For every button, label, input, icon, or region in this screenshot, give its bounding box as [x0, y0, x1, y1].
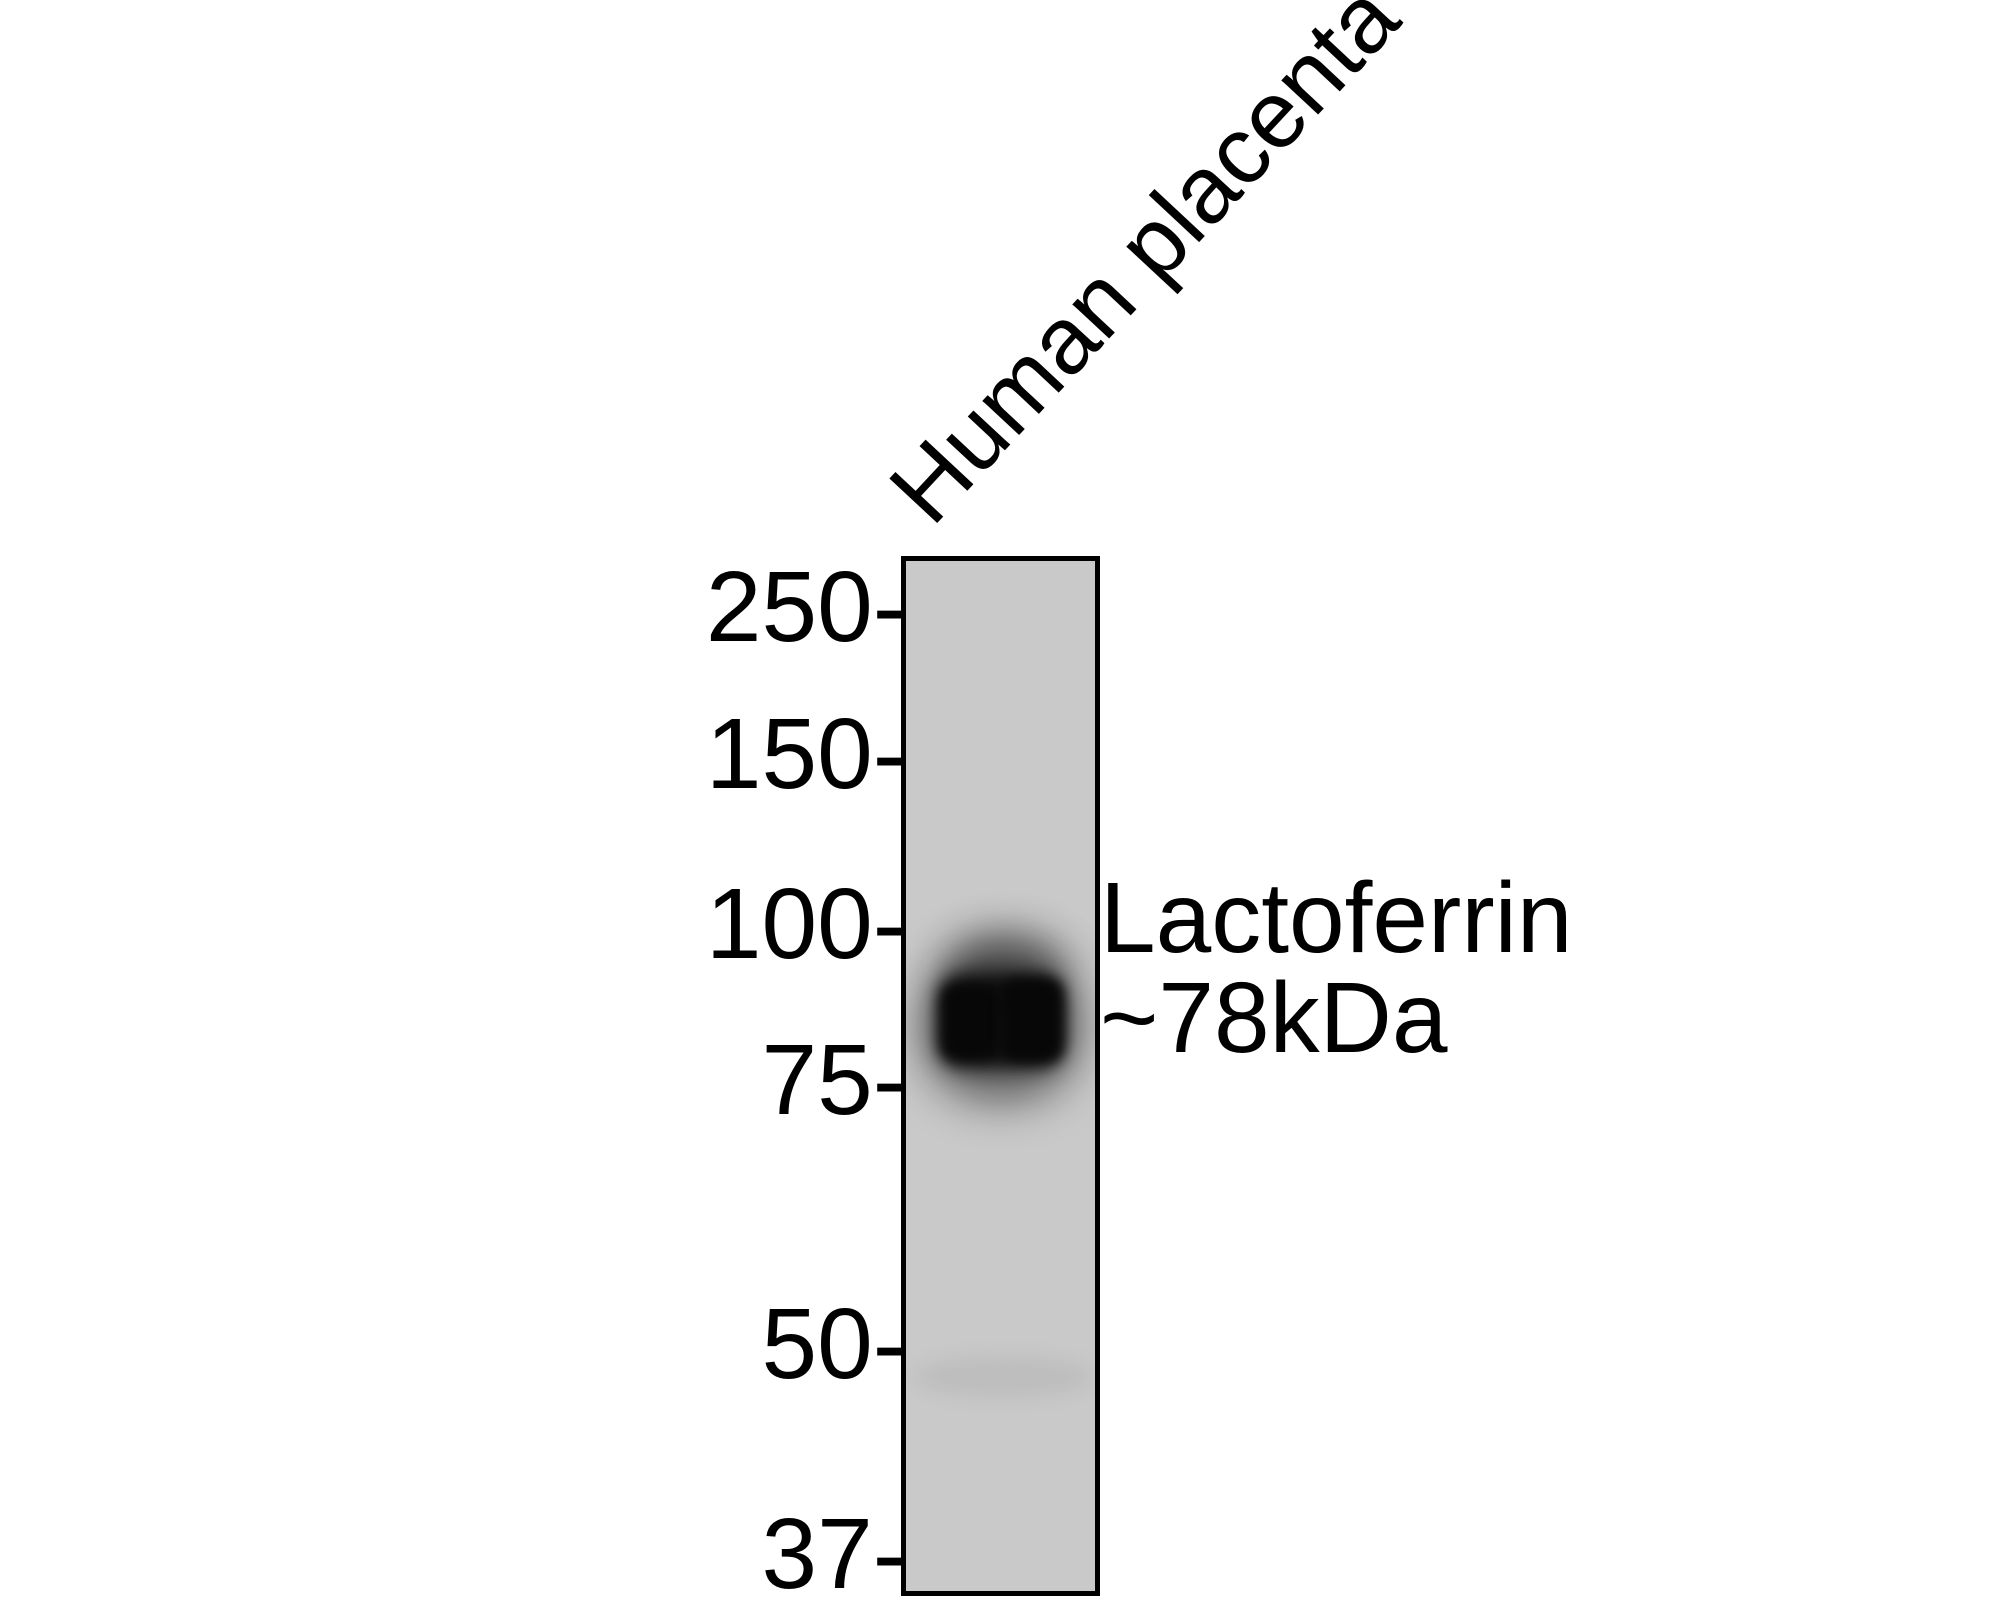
protein-band-lobe-right — [1002, 979, 1062, 1061]
mw-marker-250: 250- — [705, 551, 906, 663]
band-annotation: Lactoferrin ~78kDa — [1100, 868, 1572, 1068]
protein-band-lobe-left — [942, 985, 998, 1059]
blot-lane — [901, 556, 1100, 1596]
lane-sample-label: Human placenta — [869, 0, 1420, 544]
band-mw-label: ~78kDa — [1100, 962, 1448, 1074]
band-target-label: Lactoferrin — [1100, 862, 1573, 974]
mw-marker-150: 150- — [705, 698, 906, 810]
mw-marker-75: 75- — [761, 1024, 906, 1136]
mw-marker-37: 37- — [761, 1498, 906, 1600]
mw-marker-50: 50- — [761, 1288, 906, 1400]
mw-marker-100: 100- — [705, 868, 906, 980]
faint-band — [912, 1357, 1094, 1397]
